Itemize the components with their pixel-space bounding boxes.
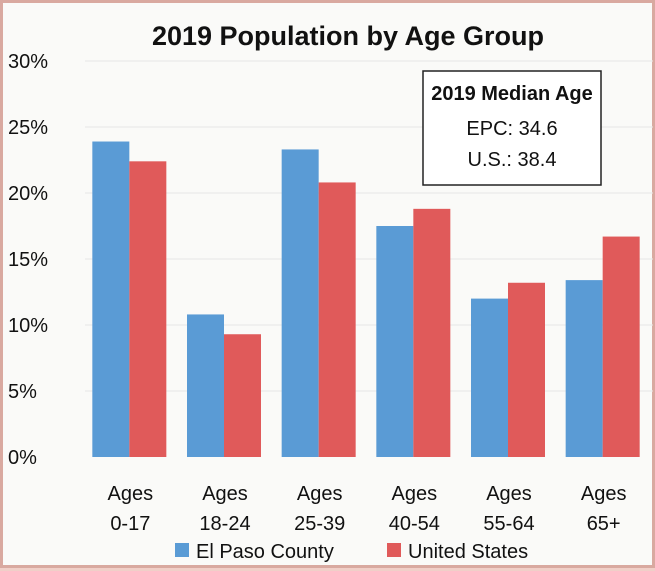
y-tick-label: 5%	[8, 381, 37, 403]
chart-title: 2019 Population by Age Group	[152, 21, 544, 51]
bar-united-states-5	[602, 236, 640, 457]
legend-label: El Paso County	[196, 541, 334, 563]
median-age-epc: EPC: 34.6	[466, 118, 557, 140]
x-tick-label: Ages	[392, 483, 438, 505]
y-tick-label: 20%	[8, 183, 48, 205]
bar-el-paso-county-0	[92, 141, 130, 457]
bar-united-states-0	[129, 161, 167, 457]
y-tick-label: 0%	[8, 447, 37, 469]
x-tick-label: 25-39	[294, 513, 345, 535]
bars	[92, 141, 640, 457]
gridlines	[85, 60, 653, 392]
legend-swatch	[387, 543, 401, 557]
x-tick-label: 65+	[587, 513, 621, 535]
median-age-box-border	[422, 70, 602, 186]
bar-el-paso-county-5	[565, 280, 603, 457]
y-tick-label: 10%	[8, 315, 48, 337]
x-tick-label: Ages	[581, 483, 627, 505]
bar-united-states-3	[413, 208, 451, 457]
x-tick-label: 40-54	[389, 513, 440, 535]
bar-united-states-1	[224, 334, 261, 457]
population-bar-chart: 0%5%10%15%20%25%30% Ages0-17Ages18-24Age…	[8, 21, 653, 563]
y-axis: 0% 5% 10% 15% 20% 25% 30%	[8, 51, 48, 469]
x-tick-label: 55-64	[483, 513, 534, 535]
y-tick-label: 15%	[8, 249, 48, 271]
bar-el-paso-county-2	[281, 149, 319, 457]
median-age-us: U.S.: 38.4	[468, 149, 557, 171]
x-tick-label: 18-24	[199, 513, 250, 535]
bar-el-paso-county-3	[376, 226, 414, 457]
x-tick-label: 0-17	[110, 513, 150, 535]
bar-el-paso-county-1	[187, 314, 224, 457]
median-age-title: 2019 Median Age	[431, 83, 593, 105]
y-tick-label: 30%	[8, 51, 48, 73]
legend-swatch	[175, 543, 189, 557]
x-tick-label: Ages	[202, 483, 248, 505]
legend-label: United States	[408, 541, 528, 563]
x-axis: Ages 0-17 Ages 18-24 Ages 25-39 Ages 40-54 Ages 5…	[108, 483, 627, 535]
y-tick-label: 25%	[8, 117, 48, 139]
bar-united-states-4	[508, 282, 545, 457]
x-tick-label: Ages	[486, 483, 532, 505]
bar-united-states-2	[318, 182, 356, 457]
legend: El Paso County United States	[175, 541, 528, 563]
bar-el-paso-county-4	[471, 298, 508, 457]
x-tick-label: Ages	[297, 483, 343, 505]
median-age-box: 2019 Median Age EPC: 34.6 U.S.: 38.4	[422, 70, 602, 186]
x-tick-label: Ages	[108, 483, 154, 505]
